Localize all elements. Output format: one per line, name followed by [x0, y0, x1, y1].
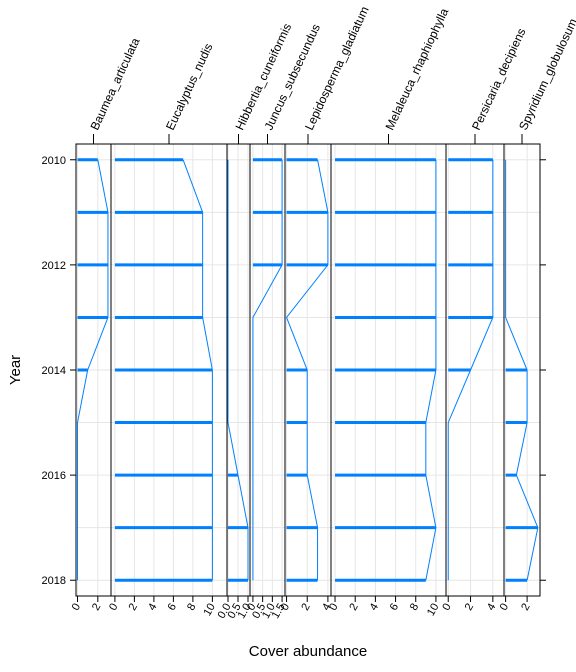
x-tick-label: 0	[440, 602, 453, 613]
panel-label: Eucalyptus_nudis	[163, 41, 215, 132]
y-tick-label: 2010	[42, 155, 66, 167]
x-tick-label: 0	[70, 602, 83, 613]
x-tick-label: 0	[245, 602, 258, 613]
x-tick-label: 4	[320, 602, 333, 613]
x-tick-label: 2	[127, 602, 140, 613]
series-line	[505, 159, 539, 581]
x-tick-label: 4	[485, 602, 498, 613]
x-tick-label: 0	[327, 602, 340, 613]
x-tick-label: 2	[299, 602, 312, 613]
panel-label: Baumea_articulata	[88, 35, 143, 132]
x-tick-label: 6	[388, 602, 401, 613]
y-tick-label: 2018	[42, 575, 66, 587]
x-tick-label: 2	[90, 602, 103, 613]
x-tick-label: 2	[347, 602, 360, 613]
x-tick-label: 4	[146, 602, 159, 613]
series-line	[227, 159, 249, 581]
series-line	[77, 159, 109, 581]
panel-label: Melaleuca_rhaphiophylla	[383, 6, 452, 133]
y-axis-title: Year	[7, 355, 24, 385]
y-tick-label: 2012	[42, 260, 66, 272]
x-axis-title: Cover abundance	[249, 643, 367, 660]
series-line	[425, 159, 437, 581]
series-line	[252, 159, 283, 581]
x-tick-label: 2	[519, 602, 532, 613]
panel-label: Persicaria_decipiens	[469, 26, 528, 132]
x-tick-label: 8	[185, 602, 198, 613]
data-layer	[77, 158, 539, 582]
x-tick-label: 0	[498, 602, 511, 613]
x-tick-label: 10	[425, 602, 442, 619]
series-line	[447, 159, 494, 581]
x-tick-label: 0	[279, 602, 292, 613]
series-line	[182, 159, 213, 581]
x-tick-label: 0	[107, 602, 120, 613]
y-tick-label: 2014	[42, 365, 66, 377]
x-tick-label: 8	[408, 602, 421, 613]
y-tick-label: 2016	[42, 470, 66, 482]
x-tick-label: 6	[166, 602, 179, 613]
series-line	[285, 159, 329, 581]
x-tick-label: 2	[463, 602, 476, 613]
x-tick-label: 10	[201, 602, 218, 619]
x-tick-label: 4	[368, 602, 381, 613]
